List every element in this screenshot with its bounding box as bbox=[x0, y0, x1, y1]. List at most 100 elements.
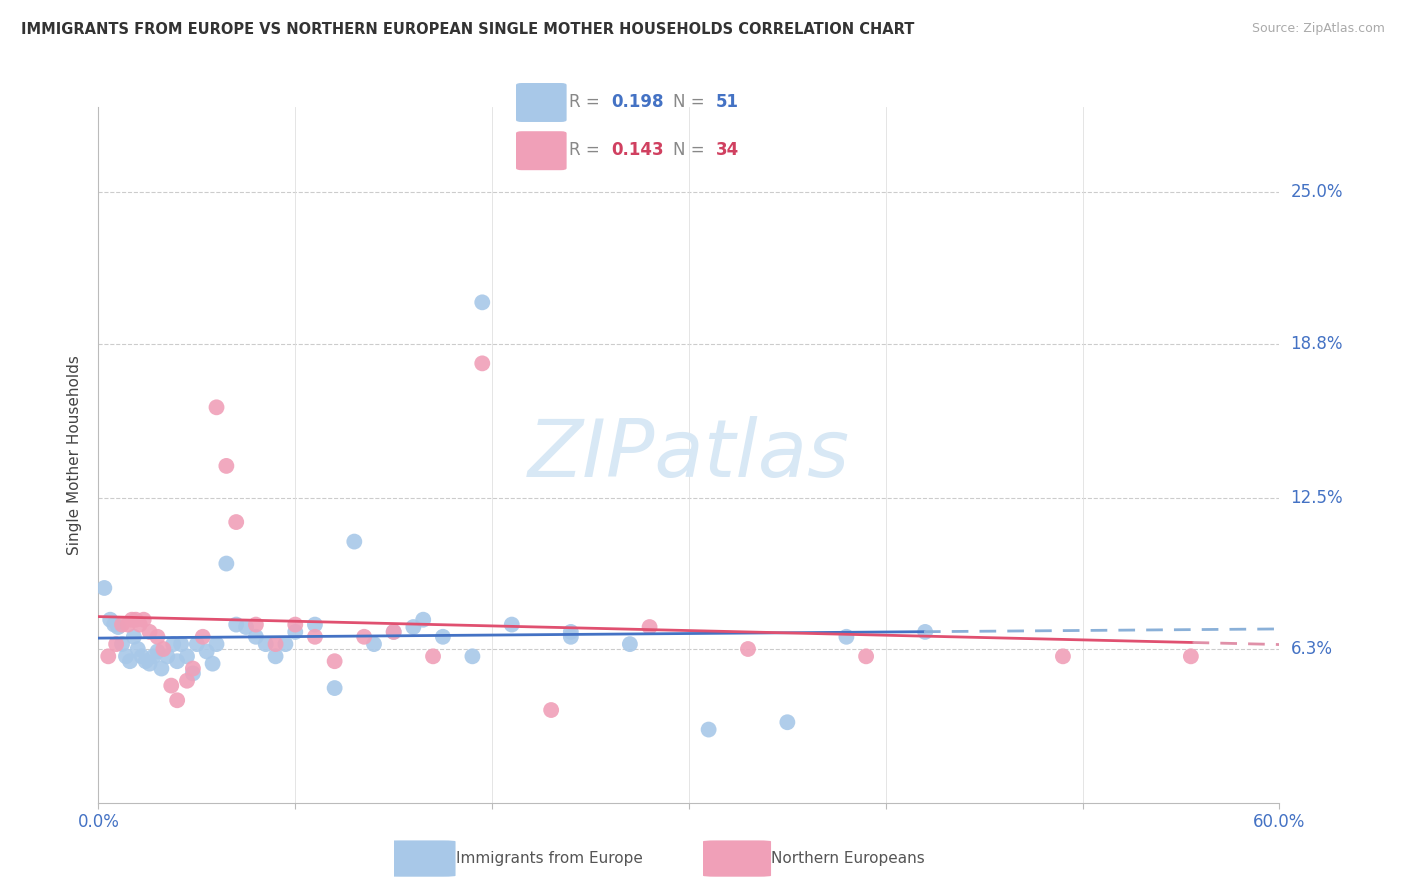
Point bbox=[118, 654, 141, 668]
Point bbox=[205, 401, 228, 415]
Point bbox=[176, 649, 198, 664]
FancyBboxPatch shape bbox=[703, 840, 770, 877]
Point bbox=[201, 657, 224, 671]
Point bbox=[461, 649, 484, 664]
Point bbox=[402, 620, 425, 634]
Point bbox=[245, 630, 267, 644]
Point bbox=[121, 613, 143, 627]
FancyBboxPatch shape bbox=[516, 131, 567, 170]
Point bbox=[284, 624, 307, 639]
Text: 0.143: 0.143 bbox=[612, 141, 664, 159]
Point bbox=[1052, 649, 1074, 664]
Text: Northern Europeans: Northern Europeans bbox=[770, 851, 925, 866]
Text: Source: ZipAtlas.com: Source: ZipAtlas.com bbox=[1251, 22, 1385, 36]
Point bbox=[471, 295, 494, 310]
Point bbox=[181, 666, 204, 681]
Point bbox=[195, 644, 218, 658]
Point bbox=[363, 637, 385, 651]
Point bbox=[382, 624, 405, 639]
Text: N =: N = bbox=[673, 94, 704, 112]
Point bbox=[501, 617, 523, 632]
Point bbox=[170, 637, 193, 651]
Point bbox=[186, 637, 208, 651]
Y-axis label: Single Mother Households: Single Mother Households bbox=[67, 355, 83, 555]
Point bbox=[107, 620, 129, 634]
Point bbox=[125, 613, 148, 627]
Point bbox=[117, 617, 139, 632]
Point bbox=[191, 630, 214, 644]
Point bbox=[914, 624, 936, 639]
Point bbox=[181, 661, 204, 675]
Point bbox=[1180, 649, 1202, 664]
Point bbox=[215, 458, 238, 473]
Text: 0.198: 0.198 bbox=[612, 94, 664, 112]
Text: 6.3%: 6.3% bbox=[1291, 640, 1333, 658]
Point bbox=[105, 637, 128, 651]
Point bbox=[166, 654, 188, 668]
Point bbox=[264, 649, 287, 664]
Text: 25.0%: 25.0% bbox=[1291, 184, 1343, 202]
Point bbox=[304, 617, 326, 632]
Point bbox=[225, 617, 247, 632]
Point bbox=[835, 630, 858, 644]
Point bbox=[638, 620, 661, 634]
Point bbox=[176, 673, 198, 688]
Point bbox=[697, 723, 720, 737]
Point bbox=[166, 693, 188, 707]
Point bbox=[353, 630, 375, 644]
FancyBboxPatch shape bbox=[516, 83, 567, 122]
Point bbox=[103, 617, 125, 632]
Point bbox=[284, 617, 307, 632]
Point bbox=[205, 637, 228, 651]
Point bbox=[152, 642, 174, 657]
Point bbox=[776, 715, 799, 730]
Point bbox=[156, 649, 179, 664]
Point bbox=[93, 581, 115, 595]
Point bbox=[225, 515, 247, 529]
Point bbox=[111, 617, 134, 632]
Point bbox=[235, 620, 257, 634]
Point bbox=[855, 649, 877, 664]
Point bbox=[162, 637, 184, 651]
Point bbox=[274, 637, 297, 651]
Text: IMMIGRANTS FROM EUROPE VS NORTHERN EUROPEAN SINGLE MOTHER HOUSEHOLDS CORRELATION: IMMIGRANTS FROM EUROPE VS NORTHERN EUROP… bbox=[21, 22, 914, 37]
Point bbox=[131, 649, 153, 664]
Text: N =: N = bbox=[673, 141, 704, 159]
Point bbox=[245, 617, 267, 632]
Point bbox=[619, 637, 641, 651]
Point bbox=[138, 657, 160, 671]
Point bbox=[343, 534, 366, 549]
Text: 12.5%: 12.5% bbox=[1291, 489, 1343, 507]
Point bbox=[540, 703, 562, 717]
Point bbox=[150, 661, 173, 675]
Point bbox=[142, 649, 165, 664]
Point bbox=[471, 356, 494, 370]
Point bbox=[304, 630, 326, 644]
Point bbox=[160, 679, 183, 693]
Text: Immigrants from Europe: Immigrants from Europe bbox=[456, 851, 643, 866]
Point bbox=[122, 630, 145, 644]
Point bbox=[132, 613, 155, 627]
Point bbox=[737, 642, 759, 657]
Text: 34: 34 bbox=[716, 141, 740, 159]
Point bbox=[98, 613, 121, 627]
Point bbox=[254, 637, 277, 651]
Point bbox=[146, 644, 169, 658]
Point bbox=[412, 613, 434, 627]
Point bbox=[422, 649, 444, 664]
Point bbox=[382, 624, 405, 639]
Text: 18.8%: 18.8% bbox=[1291, 334, 1343, 353]
Point bbox=[127, 642, 149, 657]
Point bbox=[264, 637, 287, 651]
Point bbox=[323, 654, 346, 668]
Point bbox=[111, 637, 134, 651]
Text: ZIPatlas: ZIPatlas bbox=[527, 416, 851, 494]
Point bbox=[560, 630, 582, 644]
Text: R =: R = bbox=[569, 94, 600, 112]
Text: R =: R = bbox=[569, 141, 600, 159]
Point bbox=[115, 649, 138, 664]
Point bbox=[215, 557, 238, 571]
FancyBboxPatch shape bbox=[388, 840, 456, 877]
Point bbox=[97, 649, 120, 664]
Point bbox=[146, 630, 169, 644]
